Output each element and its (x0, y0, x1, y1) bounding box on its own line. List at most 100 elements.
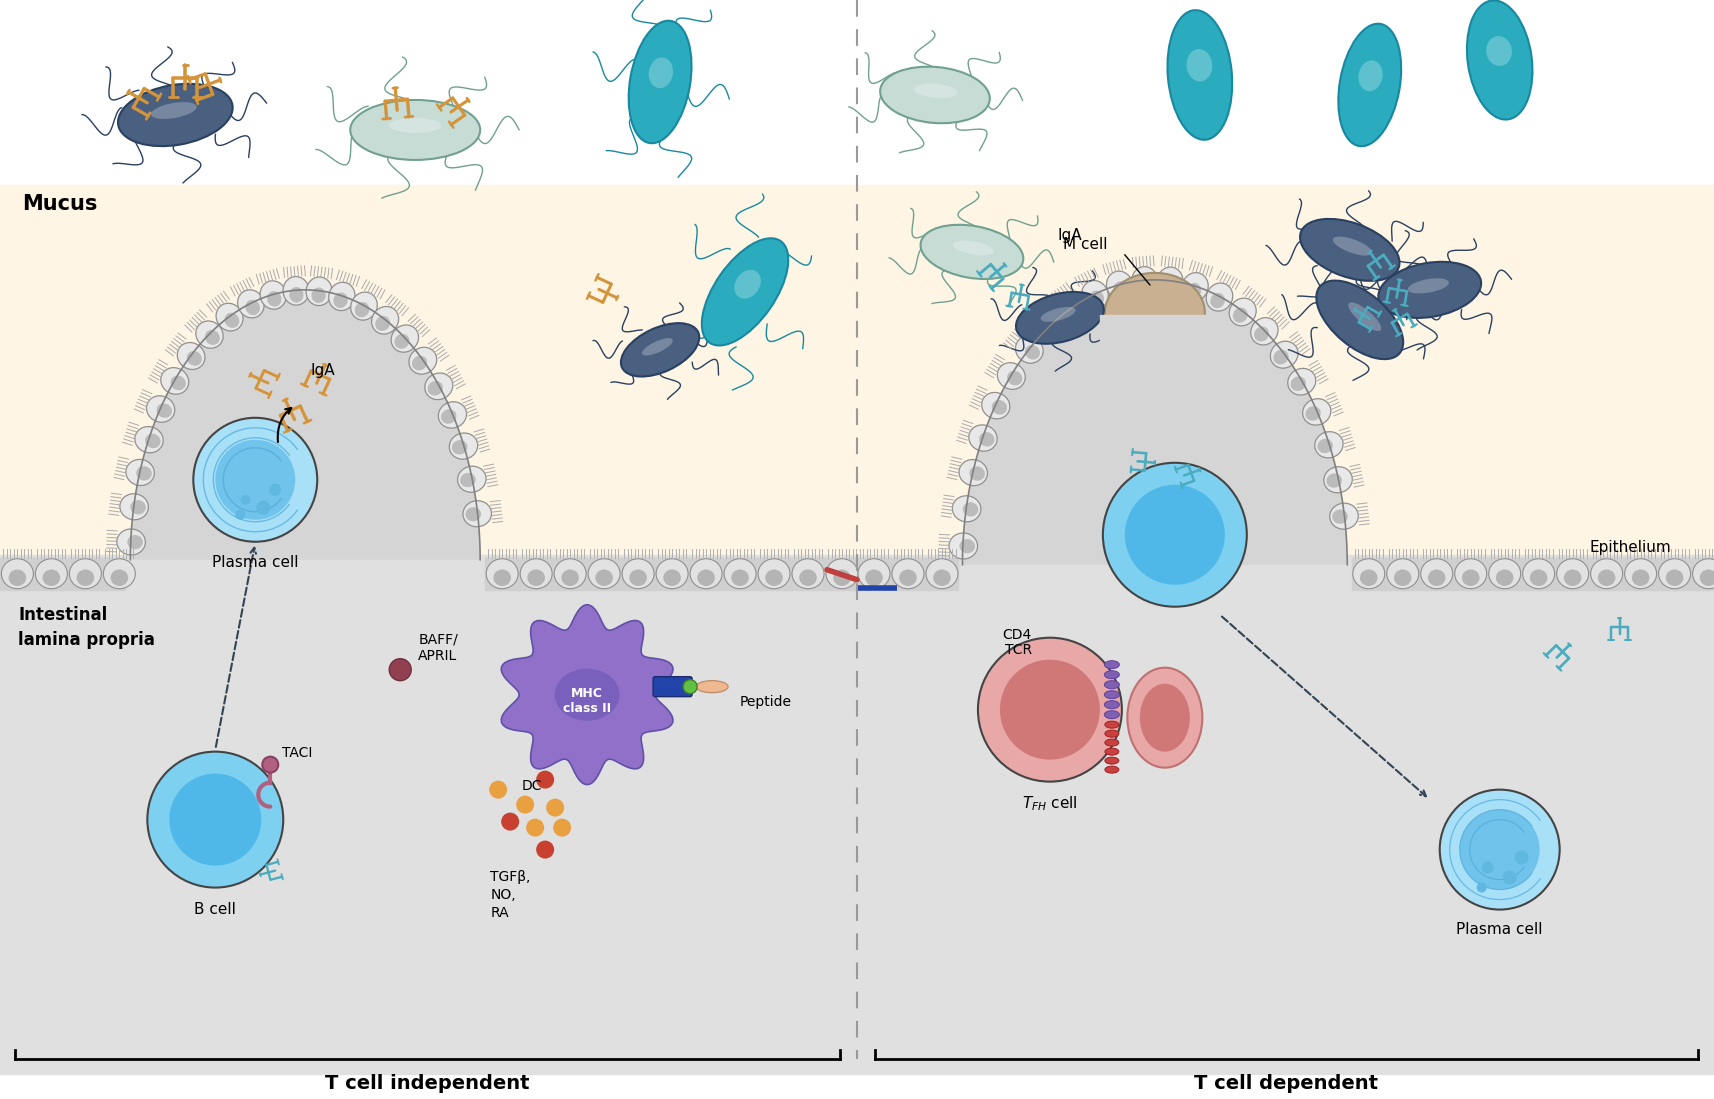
Ellipse shape (125, 459, 154, 486)
Circle shape (536, 841, 554, 858)
Ellipse shape (120, 493, 149, 520)
Ellipse shape (334, 292, 348, 308)
Circle shape (262, 756, 278, 773)
Ellipse shape (1025, 345, 1040, 359)
Ellipse shape (350, 100, 480, 160)
Ellipse shape (1318, 439, 1333, 453)
Ellipse shape (1106, 721, 1119, 729)
Ellipse shape (130, 500, 146, 514)
Ellipse shape (1359, 569, 1378, 586)
Ellipse shape (1316, 280, 1404, 359)
Ellipse shape (69, 558, 101, 589)
Ellipse shape (261, 281, 286, 309)
Ellipse shape (1104, 690, 1119, 699)
Ellipse shape (1270, 341, 1297, 368)
Ellipse shape (1016, 292, 1104, 344)
Circle shape (500, 812, 519, 831)
Ellipse shape (1421, 558, 1453, 589)
Ellipse shape (663, 569, 680, 586)
Circle shape (488, 780, 507, 799)
Ellipse shape (355, 302, 369, 318)
Circle shape (389, 658, 411, 680)
Ellipse shape (734, 270, 761, 299)
Ellipse shape (701, 238, 788, 345)
Text: $T_{FH}$ cell: $T_{FH}$ cell (1022, 795, 1078, 813)
Ellipse shape (519, 558, 552, 589)
Ellipse shape (494, 569, 511, 586)
Ellipse shape (1157, 267, 1183, 296)
Ellipse shape (1332, 510, 1347, 524)
Ellipse shape (1207, 284, 1232, 311)
Text: T cell dependent: T cell dependent (1193, 1075, 1378, 1094)
Ellipse shape (953, 241, 994, 255)
Bar (0, 185, 857, 575)
Text: Intestinal
lamina propria: Intestinal lamina propria (19, 606, 156, 648)
Ellipse shape (1625, 558, 1657, 589)
Ellipse shape (643, 338, 674, 355)
Circle shape (536, 770, 554, 789)
Ellipse shape (1167, 10, 1232, 140)
Ellipse shape (1428, 569, 1445, 586)
Ellipse shape (1659, 558, 1690, 589)
Ellipse shape (1522, 558, 1555, 589)
Ellipse shape (891, 558, 924, 589)
Ellipse shape (146, 434, 161, 448)
Bar (857, 185, 1714, 595)
Ellipse shape (375, 315, 391, 331)
Ellipse shape (1229, 298, 1256, 325)
Text: Epithelium: Epithelium (1589, 541, 1671, 555)
Ellipse shape (1287, 368, 1316, 395)
Ellipse shape (9, 569, 26, 586)
Circle shape (1477, 882, 1486, 892)
Text: TGFβ,
NO,
RA: TGFβ, NO, RA (490, 869, 531, 920)
Ellipse shape (1104, 670, 1119, 679)
Ellipse shape (859, 558, 890, 589)
Ellipse shape (595, 569, 614, 586)
Ellipse shape (1090, 290, 1104, 306)
Ellipse shape (411, 356, 427, 370)
Ellipse shape (1333, 236, 1373, 256)
Ellipse shape (1210, 293, 1226, 308)
Ellipse shape (1104, 680, 1119, 689)
Ellipse shape (1232, 308, 1248, 323)
Ellipse shape (1327, 474, 1342, 488)
Ellipse shape (1407, 278, 1448, 293)
Circle shape (979, 637, 1123, 781)
Ellipse shape (1066, 304, 1082, 320)
Ellipse shape (245, 300, 261, 315)
Ellipse shape (562, 569, 579, 586)
Ellipse shape (1700, 569, 1714, 586)
Ellipse shape (1455, 558, 1486, 589)
Ellipse shape (1186, 282, 1202, 298)
Ellipse shape (1666, 569, 1683, 586)
Ellipse shape (1046, 322, 1059, 337)
Ellipse shape (135, 426, 163, 453)
Text: IgA: IgA (1058, 227, 1083, 243)
Ellipse shape (195, 321, 223, 348)
Ellipse shape (1315, 432, 1344, 458)
Ellipse shape (118, 84, 233, 146)
Circle shape (1440, 789, 1560, 910)
Circle shape (257, 501, 271, 514)
Ellipse shape (629, 569, 646, 586)
Bar (0, 555, 1714, 1075)
Text: Plasma cell: Plasma cell (213, 555, 298, 569)
Ellipse shape (696, 680, 728, 692)
Ellipse shape (1015, 336, 1044, 363)
Ellipse shape (1531, 569, 1548, 586)
Ellipse shape (979, 432, 994, 446)
Ellipse shape (826, 558, 859, 589)
Ellipse shape (1339, 24, 1400, 146)
Ellipse shape (225, 313, 240, 328)
Text: DC: DC (521, 778, 542, 792)
Ellipse shape (1106, 748, 1119, 755)
Ellipse shape (1467, 0, 1532, 120)
Ellipse shape (1291, 376, 1306, 391)
Ellipse shape (43, 569, 60, 586)
Ellipse shape (1303, 399, 1330, 425)
Ellipse shape (283, 277, 309, 306)
Ellipse shape (650, 57, 674, 88)
Ellipse shape (1082, 280, 1109, 309)
Ellipse shape (833, 569, 850, 586)
Ellipse shape (1299, 219, 1399, 281)
